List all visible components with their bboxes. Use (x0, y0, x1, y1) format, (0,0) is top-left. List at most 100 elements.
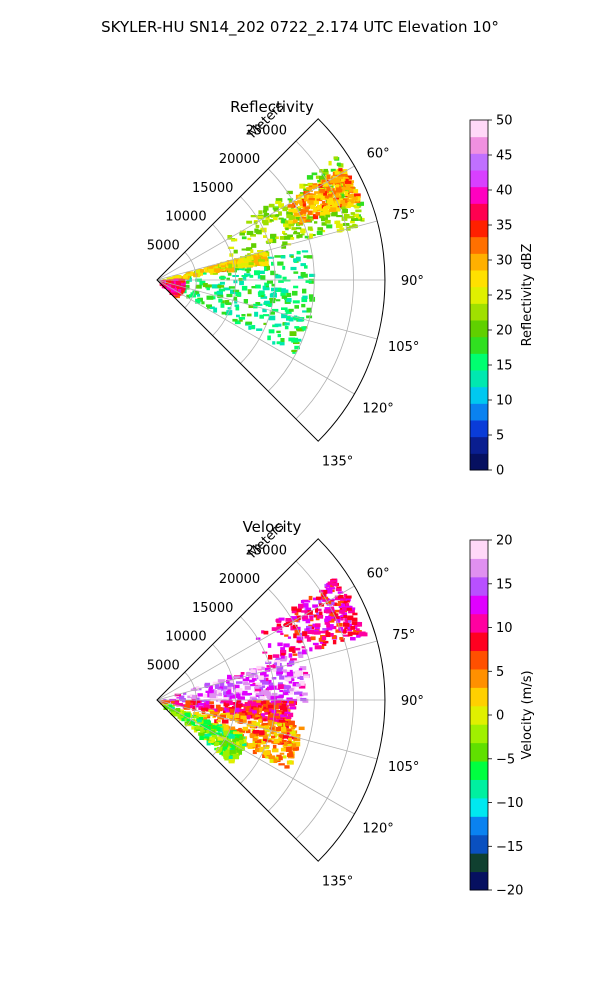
echo-cell (327, 627, 333, 631)
echo-cell (330, 579, 337, 583)
echo-cell (297, 317, 303, 322)
echo-cell (294, 345, 300, 350)
colorbar-swatch (470, 540, 488, 559)
echo-cell (322, 636, 327, 641)
echo-cell (304, 235, 310, 239)
echo-cell (307, 210, 312, 215)
echo-cell (228, 267, 235, 273)
echo-cell (251, 720, 257, 724)
echo-cell (183, 284, 190, 290)
echo-cell (192, 706, 197, 711)
echo-cell (294, 647, 301, 651)
echo-cell (299, 183, 306, 189)
echo-cell (184, 712, 191, 718)
echo-cell (258, 724, 265, 729)
echo-cell (264, 667, 271, 672)
colorbar-tick-label: 40 (496, 184, 513, 199)
echo-cell (196, 686, 200, 690)
echo-cell (308, 198, 315, 201)
echo-cell (286, 671, 294, 677)
echo-cell (273, 738, 280, 744)
echo-cell (299, 680, 305, 686)
echo-cell (328, 193, 333, 197)
echo-cell (306, 187, 312, 191)
echo-cell (278, 684, 284, 690)
echo-cell (277, 665, 284, 671)
echo-cell (296, 227, 302, 230)
echo-cell (300, 697, 307, 702)
echo-cell (249, 679, 255, 683)
colorbar-tick-label: 30 (496, 254, 513, 269)
echo-cell (221, 741, 225, 744)
echo-cell (254, 674, 259, 678)
echo-cell (355, 209, 362, 213)
echo-cell (267, 335, 271, 341)
echo-cell (269, 293, 277, 298)
echo-cell (339, 637, 344, 640)
echo-cell (308, 595, 313, 601)
echo-cell (319, 215, 325, 219)
echo-cell (338, 597, 344, 600)
echo-cell (280, 659, 287, 662)
echo-cell (233, 731, 240, 735)
echo-cell (302, 288, 307, 294)
colorbar-tick-label: 45 (496, 149, 513, 164)
echo-cell (291, 227, 297, 231)
echo-cell (235, 259, 239, 265)
echo-cell (205, 690, 212, 693)
echo-cell (293, 633, 297, 639)
echo-cell (265, 304, 272, 307)
echo-cell (293, 230, 298, 233)
echo-cell (280, 649, 287, 655)
echo-cell (169, 709, 176, 712)
echo-cell (318, 599, 322, 605)
echo-cell (233, 689, 238, 694)
echo-cell (336, 220, 341, 226)
echo-cell (343, 634, 350, 637)
echo-cell (258, 718, 262, 723)
echo-cell (198, 713, 202, 717)
echo-cell (272, 664, 276, 669)
echo-cell (264, 282, 269, 286)
echo-cell (252, 255, 257, 259)
echo-cell (248, 673, 255, 678)
echo-cell (300, 197, 306, 200)
echo-cell (312, 642, 319, 646)
echo-cell (293, 212, 300, 216)
echo-cell (217, 263, 221, 266)
echo-cell (208, 740, 214, 744)
colorbar-swatch (470, 403, 488, 421)
echo-cell (261, 666, 265, 670)
echo-cell (216, 724, 223, 727)
echo-cell (303, 672, 309, 676)
echo-cell (288, 220, 293, 224)
echo-cell (270, 685, 277, 690)
echo-cell (206, 729, 210, 734)
echo-cell (209, 711, 215, 715)
echo-cell (337, 591, 344, 594)
echo-cell (255, 710, 260, 715)
echo-cell (252, 715, 258, 719)
echo-cell (316, 197, 323, 202)
echo-cell (279, 342, 285, 346)
echo-cell (345, 605, 351, 609)
echo-cell (218, 692, 223, 697)
echo-cell (262, 308, 267, 313)
echo-cell (331, 601, 335, 605)
echo-cell (286, 316, 291, 320)
echo-cell (236, 314, 240, 318)
echo-cell (225, 302, 232, 305)
echo-cell (229, 702, 234, 706)
echo-cell (282, 744, 288, 748)
echo-cell (272, 705, 279, 710)
echo-cell (337, 615, 343, 620)
echo-cell (275, 274, 281, 279)
echo-cell (302, 631, 308, 637)
echo-cell (302, 203, 307, 208)
echo-cell (265, 691, 271, 695)
echo-cell (283, 713, 288, 717)
colorbar-tick-label: −5 (496, 752, 515, 767)
echo-cell (290, 255, 294, 258)
echo-cell (306, 607, 312, 613)
echo-cell (234, 304, 240, 307)
